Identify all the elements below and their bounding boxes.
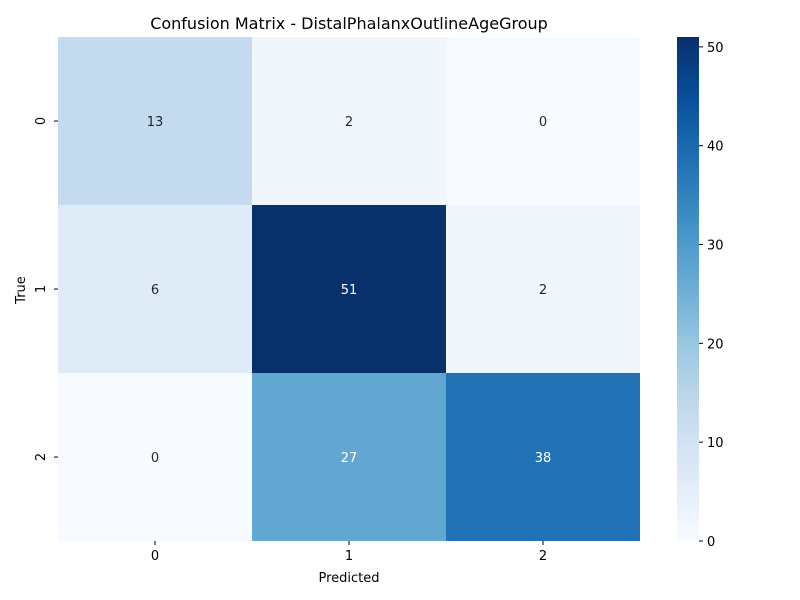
heatmap-cell-0-0	[58, 37, 252, 205]
x-tick-label-0: 0	[151, 549, 159, 564]
y-tick-label-1: 1	[34, 285, 49, 293]
y-axis-label: True	[14, 276, 29, 305]
cell-value-0-1: 2	[345, 115, 353, 130]
colorbar-tick-label-5: 50	[707, 41, 724, 56]
x-axis-label: Predicted	[318, 571, 379, 586]
colorbar-tick-label-3: 30	[707, 239, 724, 254]
cell-value-0-0: 13	[147, 115, 164, 130]
cell-value-2-1: 27	[341, 451, 358, 466]
x-tick-label-2: 2	[539, 549, 547, 564]
cell-value-2-2: 38	[535, 451, 552, 466]
y-tick-label-0: 0	[34, 117, 49, 125]
heatmap-cell-labels: 13 2 0 6 51 2 0 27 38	[147, 115, 552, 466]
cell-value-1-1: 51	[341, 283, 358, 298]
colorbar-tick-label-4: 40	[707, 140, 724, 155]
colorbar-ticks: 0 10 20 30 40 50	[699, 41, 724, 550]
x-axis: 0 1 2	[151, 541, 547, 564]
y-tick-label-2: 2	[34, 453, 49, 461]
heatmap-cell-0-1	[252, 37, 446, 205]
colorbar-tick-label-2: 20	[707, 337, 724, 352]
heatmap-cell-1-2	[446, 205, 640, 373]
chart-title: Confusion Matrix - DistalPhalanxOutlineA…	[150, 14, 548, 33]
heatmap-cell-1-1	[252, 205, 446, 373]
y-axis: 0 1 2	[34, 117, 58, 461]
heatmap-cells	[58, 37, 640, 541]
heatmap-cell-2-2	[446, 373, 640, 541]
heatmap-cell-2-0	[58, 373, 252, 541]
x-tick-label-1: 1	[345, 549, 353, 564]
cell-value-2-0: 0	[151, 451, 159, 466]
heatmap-cell-0-2	[446, 37, 640, 205]
colorbar-tick-label-1: 10	[707, 436, 724, 451]
heatmap-cell-2-1	[252, 373, 446, 541]
colorbar-tick-label-0: 0	[707, 535, 715, 550]
cell-value-1-2: 2	[539, 283, 547, 298]
heatmap-cell-1-0	[58, 205, 252, 373]
colorbar	[677, 37, 699, 541]
cell-value-0-2: 0	[539, 115, 547, 130]
cell-value-1-0: 6	[151, 283, 159, 298]
